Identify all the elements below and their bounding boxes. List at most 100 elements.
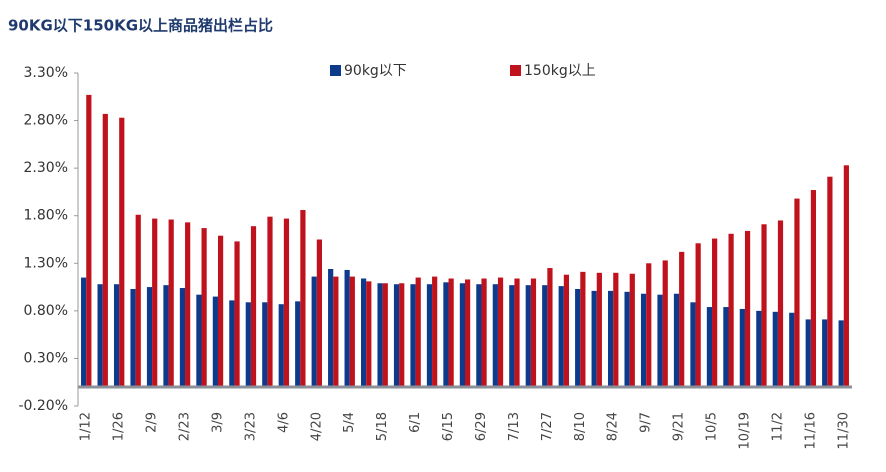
bar: [679, 251, 685, 387]
bar: [349, 276, 355, 387]
bar: [481, 278, 487, 387]
bar: [300, 210, 306, 387]
bar: [789, 312, 795, 387]
bar: [262, 302, 268, 387]
bar: [558, 286, 564, 387]
bar: [283, 218, 290, 387]
bar: [624, 291, 630, 387]
bar: [706, 307, 713, 387]
bar: [739, 308, 745, 387]
bar: [822, 319, 828, 387]
legend-swatch: [330, 65, 341, 76]
bar: [591, 290, 597, 387]
x-tick-label: 5/4: [342, 412, 357, 433]
y-tick-label: 1.30%: [24, 255, 68, 271]
bar: [646, 263, 652, 387]
x-tick-label: 7/13: [507, 412, 522, 441]
x-tick-label: 6/1: [408, 412, 423, 433]
x-tick-label: 3/9: [210, 412, 225, 433]
bar: [328, 268, 334, 387]
bar: [547, 268, 553, 387]
x-tick-label: 9/7: [639, 412, 654, 433]
bar: [827, 176, 833, 387]
bar: [443, 282, 449, 387]
x-tick-label: 8/10: [573, 412, 588, 441]
bar: [229, 300, 235, 387]
bar: [333, 276, 339, 387]
bar: [613, 272, 619, 387]
legend-label: 150kg以上: [524, 63, 596, 79]
bar: [657, 294, 663, 387]
bar: [525, 285, 531, 387]
bar: [377, 283, 383, 387]
bar: [393, 284, 400, 387]
bar: [695, 243, 701, 387]
x-tick-label: 8/24: [606, 412, 621, 441]
bar: [690, 302, 696, 387]
bar: [81, 277, 87, 387]
bar: [295, 301, 301, 387]
bar: [662, 260, 668, 387]
bar: [267, 216, 273, 387]
y-tick-label: 0.80%: [24, 303, 68, 319]
bar: [201, 228, 207, 387]
bar: [152, 218, 158, 387]
bar: [168, 219, 174, 387]
x-tick-label: 11/2: [770, 412, 785, 441]
bar: [794, 198, 800, 387]
bar: [410, 284, 416, 387]
bar: [448, 278, 454, 387]
y-tick-label: 3.30%: [24, 65, 68, 81]
x-tick-label: 5/18: [375, 412, 390, 441]
bar: [476, 284, 482, 387]
bar: [608, 290, 614, 387]
bar: [509, 285, 515, 387]
bar: [744, 230, 751, 387]
x-tick-label: 6/29: [474, 412, 489, 441]
bar: [838, 320, 844, 387]
bar: [399, 283, 405, 387]
bar: [86, 94, 92, 387]
bar: [575, 288, 581, 387]
bar: [596, 272, 602, 387]
x-tick-label: 11/30: [836, 412, 851, 449]
bar: [217, 235, 224, 387]
bar: [805, 319, 811, 387]
x-tick-label: 10/19: [737, 412, 752, 449]
x-tick-label: 6/15: [441, 412, 456, 441]
bar: [542, 285, 548, 387]
bar: [530, 278, 537, 387]
y-tick-label: 0.30%: [24, 350, 68, 366]
bar: [234, 241, 240, 387]
bar: [245, 302, 251, 387]
bar: [146, 287, 153, 387]
bar: [843, 165, 849, 387]
bar: [723, 307, 729, 387]
bar: [673, 293, 680, 387]
bar: [113, 284, 120, 387]
bar: [629, 273, 635, 387]
bar: [563, 274, 570, 387]
bar: [179, 288, 186, 387]
bar: [640, 293, 647, 387]
x-tick-label: 3/23: [243, 412, 258, 441]
x-tick-label: 10/5: [705, 412, 720, 441]
bar: [492, 284, 498, 387]
x-tick-label: 1/12: [79, 412, 94, 441]
bar: [382, 283, 388, 387]
bar: [278, 304, 284, 387]
bar: [130, 288, 136, 387]
bar: [163, 285, 169, 387]
bar: [135, 214, 141, 387]
chart-title: 90KG以下150KG以上商品猪出栏占比: [8, 17, 273, 35]
bar: [415, 277, 421, 387]
x-tick-label: 2/23: [178, 412, 193, 441]
legend-label: 90kg以下: [344, 63, 407, 79]
x-tick-label: 9/21: [672, 412, 687, 441]
bar: [119, 117, 125, 387]
bar: [728, 233, 734, 387]
bar: [185, 222, 191, 387]
bar: [311, 276, 317, 387]
bar: [432, 276, 438, 387]
